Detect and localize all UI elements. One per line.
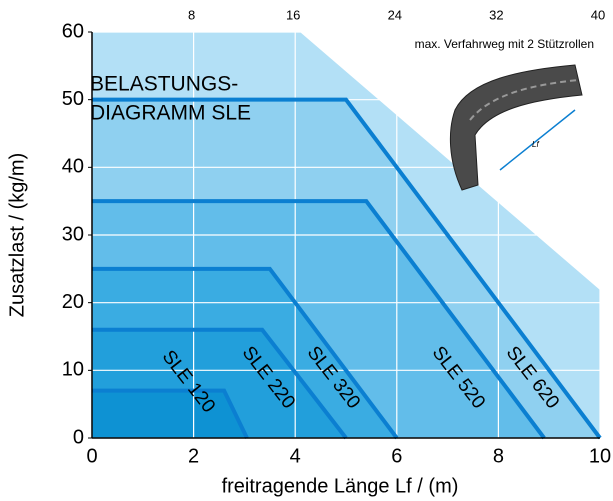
series-line [92,97,602,440]
x2-tick-label: 24 [388,7,402,22]
image-label: Lf [532,140,539,149]
chart-subtitle: DIAGRAMM SLE [90,102,251,125]
x-axis-label: freitragende Länge Lf / (m) [222,475,459,497]
y-tick-label: 0 [73,426,84,448]
area [92,390,247,438]
y-tick-label: 50 [62,88,84,110]
series-line [92,199,546,440]
x2-tick-label: 16 [286,7,300,22]
y-axis-label: Zusatzlast / (kg/m) [6,153,28,317]
y-tick-label: 60 [62,20,84,42]
x-tick-label: 0 [86,445,97,467]
x-tick-label: 10 [589,445,611,467]
y-tick-label: 20 [62,291,84,313]
x2-tick-label: 8 [188,7,195,22]
series-line [92,266,399,440]
annotation: max. Verfahrweg mit 2 Stützrollen [415,37,594,51]
x-tick-label: 8 [493,445,504,467]
x-tick-label: 6 [391,445,402,467]
chain-image: Lf [449,64,583,191]
y-tick-label: 10 [62,359,84,381]
chart-title: BELASTUNGS- [90,73,238,96]
x2-tick-label: 40 [591,7,605,22]
x2-tick-label: 32 [489,7,503,22]
x-tick-label: 2 [188,445,199,467]
x-tick-label: 4 [290,445,301,467]
series-line [92,327,348,440]
series-line [92,388,249,439]
y-tick-label: 40 [62,156,84,178]
y-tick-label: 30 [62,223,84,245]
